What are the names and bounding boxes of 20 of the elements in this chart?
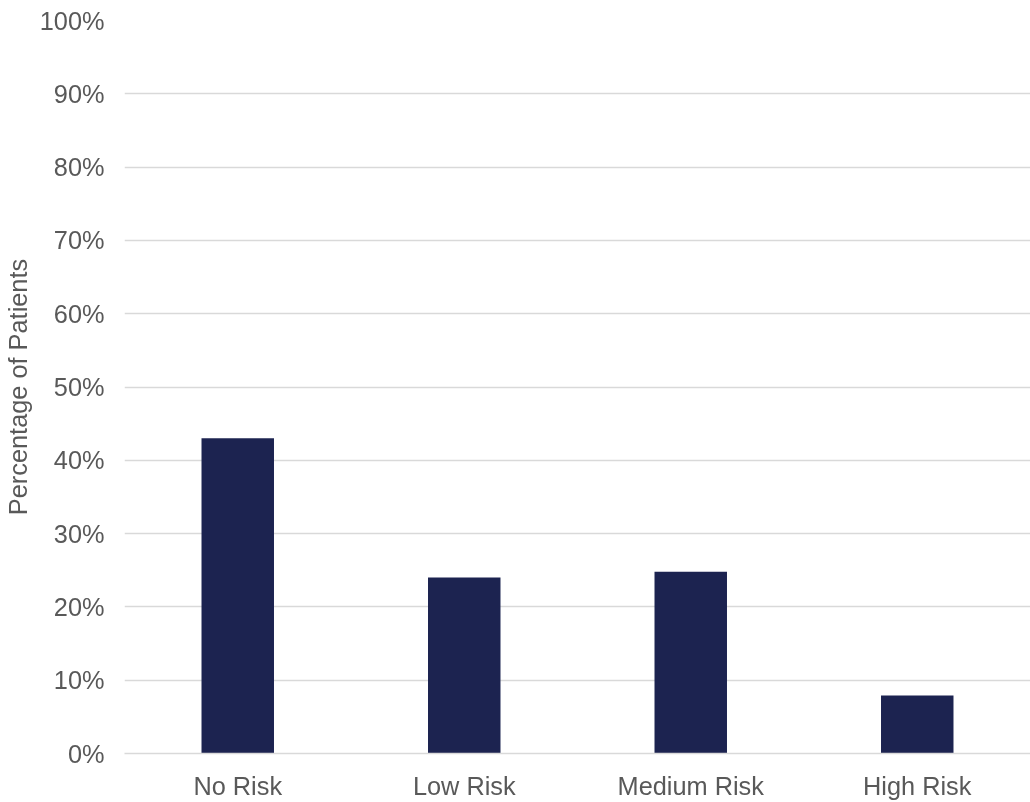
y-tick-label: 70%: [53, 226, 105, 255]
x-tick-label: No Risk: [193, 771, 283, 800]
bar: [881, 695, 954, 754]
y-tick-label: 50%: [53, 373, 105, 401]
y-tick-label: 80%: [53, 153, 105, 182]
x-tick-label: High Risk: [863, 771, 972, 800]
bar: [654, 571, 727, 754]
y-tick-label: 100%: [39, 6, 105, 35]
bar: [428, 577, 501, 754]
y-tick-label: 20%: [53, 592, 105, 621]
y-tick-label: 30%: [53, 519, 105, 548]
y-axis-title: Percentage of Patients: [3, 258, 32, 516]
y-tick-label: 40%: [53, 446, 105, 475]
y-tick-label: 60%: [53, 299, 105, 328]
y-tick-label: 90%: [53, 79, 105, 108]
x-tick-label: Medium Risk: [617, 771, 765, 800]
y-tick-label: 10%: [53, 666, 105, 695]
y-tick-label: 0%: [67, 739, 105, 768]
x-tick-label: Low Risk: [412, 771, 516, 800]
bar: [201, 438, 274, 754]
